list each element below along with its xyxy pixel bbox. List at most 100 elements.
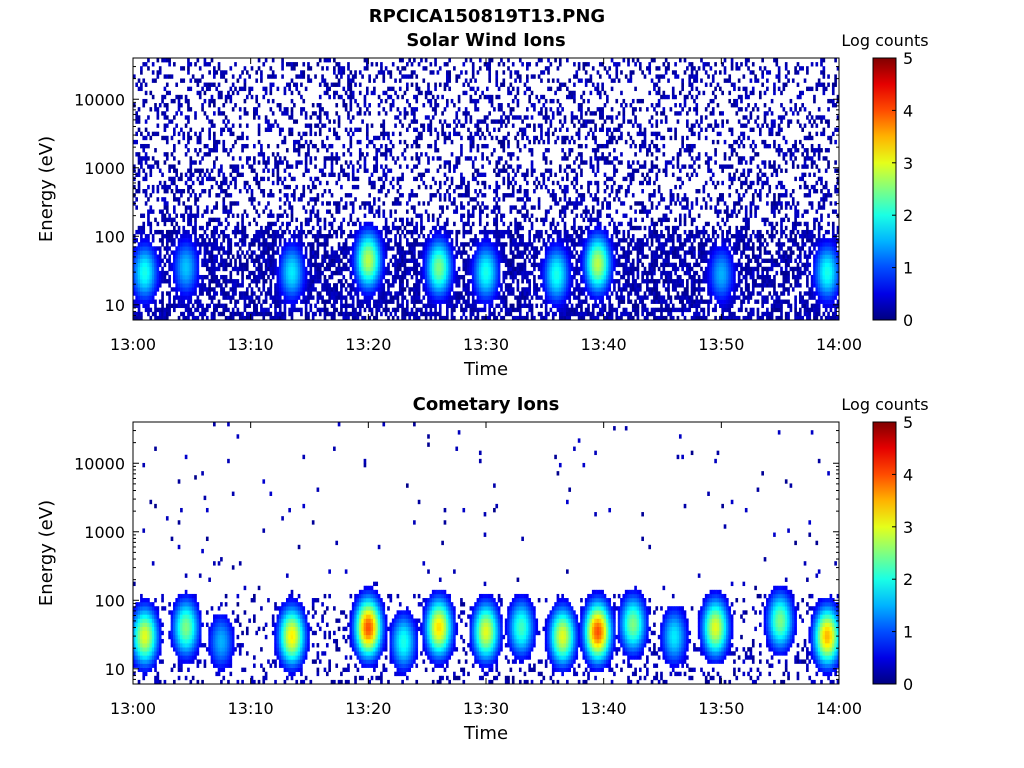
- spectrogram-cell: [295, 266, 299, 272]
- spectrogram-cell: [208, 270, 211, 276]
- spectrogram-cell: [535, 250, 539, 255]
- spectrogram-cell: [177, 279, 181, 284]
- spectrogram-cell: [241, 274, 244, 280]
- spectrogram-cell: [316, 209, 320, 214]
- spectrogram-cell: [290, 242, 294, 247]
- spectrogram-cell: [182, 258, 186, 263]
- spectrogram-cell: [429, 229, 433, 235]
- spectrogram-cell: [137, 270, 141, 276]
- spectrogram-cell: [321, 262, 324, 268]
- spectrogram-cell: [333, 270, 336, 276]
- spectrogram-cell: [257, 270, 261, 276]
- spectrogram-cell: [267, 160, 270, 165]
- spectrogram-cell: [394, 266, 397, 272]
- spectrogram-cell: [377, 103, 381, 108]
- spectrogram-cell: [198, 274, 202, 280]
- spectrogram-cell: [290, 266, 294, 272]
- spectrogram-cell: [203, 258, 207, 263]
- spectrogram-cell: [365, 225, 369, 231]
- spectrogram-cell: [311, 283, 315, 288]
- spectrogram-cell: [196, 139, 200, 145]
- spectrogram-cell: [321, 123, 324, 128]
- spectrogram-cell: [156, 58, 160, 63]
- spectrogram-cell: [194, 160, 197, 165]
- spectrogram-cell: [509, 107, 513, 112]
- spectrogram-cell: [530, 254, 534, 259]
- spectrogram-cell: [493, 315, 496, 321]
- spectrogram-cell: [253, 111, 256, 116]
- spectrogram-cell: [227, 127, 230, 132]
- spectrogram-cell: [380, 270, 383, 276]
- spectrogram-cell: [526, 279, 529, 284]
- spectrogram-cell: [137, 86, 141, 92]
- spectrogram-cell: [507, 139, 510, 145]
- spectrogram-cell: [236, 90, 240, 96]
- spectrogram-cell: [347, 111, 350, 116]
- spectrogram-cell: [198, 242, 202, 247]
- spectrogram-cell: [260, 176, 263, 182]
- spectrogram-cell: [356, 254, 360, 259]
- spectrogram-cell: [394, 90, 397, 96]
- spectrogram-cell: [300, 234, 303, 239]
- spectrogram-cell: [377, 94, 381, 100]
- spectrogram-cell: [363, 213, 367, 218]
- spectrogram-cell: [293, 250, 296, 255]
- spectrogram-cell: [147, 303, 150, 309]
- spectrogram-cell: [340, 234, 343, 239]
- spectrogram-cell: [149, 90, 153, 96]
- spectrogram-cell: [431, 217, 435, 223]
- spectrogram-cell: [140, 270, 143, 276]
- spectrogram-cell: [147, 234, 150, 239]
- spectrogram-cell: [158, 270, 162, 276]
- spectrogram-cell: [415, 287, 419, 292]
- spectrogram-cell: [271, 221, 275, 227]
- spectrogram-cell: [224, 78, 228, 83]
- spectrogram-cell: [163, 205, 167, 210]
- spectrogram-cell: [391, 295, 395, 300]
- spectrogram-cell: [222, 139, 226, 145]
- spectrogram-cell: [516, 295, 520, 300]
- spectrogram-cell: [154, 303, 157, 309]
- spectrogram-cell: [165, 315, 169, 321]
- spectrogram-cell: [281, 266, 284, 272]
- spectrogram-cell: [401, 246, 404, 251]
- spectrogram-cell: [276, 311, 280, 317]
- spectrogram-cell: [511, 115, 515, 120]
- spectrogram-cell: [474, 299, 477, 304]
- panel-2-title: Cometary Ions: [412, 394, 560, 415]
- spectrogram-cell: [443, 299, 447, 304]
- spectrogram-cell: [377, 238, 381, 243]
- spectrogram-cell: [173, 250, 176, 255]
- spectrogram-cell: [137, 279, 141, 284]
- spectrogram-cell: [415, 94, 419, 100]
- spectrogram-cell: [483, 143, 487, 149]
- spectrogram-cell: [476, 201, 480, 206]
- spectrogram-cell: [474, 279, 477, 284]
- spectrogram-cell: [500, 58, 503, 63]
- spectrogram-cell: [436, 279, 440, 284]
- spectrogram-cell: [196, 266, 200, 272]
- spectrogram-cell: [293, 119, 296, 124]
- spectrogram-cell: [236, 250, 240, 255]
- spectrogram-cell: [483, 229, 487, 235]
- spectrogram-cell: [285, 258, 289, 263]
- spectrogram-cell: [483, 287, 487, 292]
- spectrogram-cell: [293, 287, 296, 292]
- spectrogram-cell: [196, 270, 200, 276]
- spectrogram-cell: [321, 168, 324, 173]
- spectrogram-cell: [363, 262, 367, 268]
- spectrogram-cell: [156, 262, 160, 268]
- spectrogram-cell: [205, 168, 209, 173]
- spectrogram-cell: [165, 303, 169, 309]
- spectrogram-cell: [325, 135, 329, 141]
- spectrogram-cell: [250, 250, 254, 255]
- spectrogram-cell: [410, 311, 414, 317]
- spectrogram-cell: [213, 176, 216, 182]
- spectrogram-cell: [526, 86, 529, 92]
- spectrogram-cell: [304, 221, 308, 227]
- spectrogram-cell: [469, 143, 473, 149]
- spectrogram-cell: [438, 279, 442, 284]
- spectrogram-cell: [375, 258, 379, 263]
- spectrogram-cell: [316, 299, 320, 304]
- spectrogram-cell: [420, 250, 423, 255]
